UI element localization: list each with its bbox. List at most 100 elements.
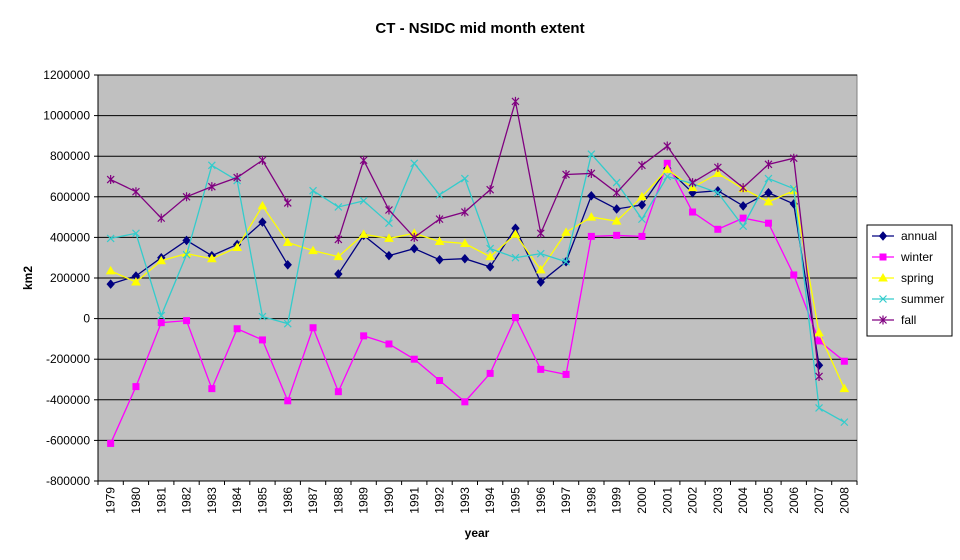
y-tick-label: 400000: [50, 230, 90, 244]
data-point-spring: [358, 229, 369, 238]
x-tick-label: 1993: [458, 487, 472, 514]
data-point-winter: [689, 208, 697, 216]
data-point-spring: [232, 242, 243, 252]
x-tick-label: 1998: [584, 487, 598, 514]
data-point-fall: [258, 155, 267, 165]
data-point-summer: [511, 253, 520, 262]
data-point-fall: [638, 160, 646, 170]
data-point-spring: [637, 191, 647, 201]
series-summer: [106, 150, 849, 427]
data-point-fall: [612, 188, 621, 198]
data-point-winter: [360, 332, 368, 340]
y-tick-label: 1000000: [43, 109, 90, 123]
series-line-fall: [110, 159, 289, 220]
x-tick-label: 2008: [837, 487, 851, 514]
data-point-winter: [511, 314, 519, 322]
data-point-spring: [839, 383, 850, 393]
x-tick-label: 1991: [407, 487, 421, 514]
x-tick-label: 1979: [104, 487, 118, 514]
y-tick-label: -800000: [46, 474, 90, 488]
x-tick-label: 1987: [306, 487, 320, 514]
data-point-winter: [461, 398, 469, 406]
x-tick-label: 1995: [508, 487, 522, 514]
plot-area: -800000 -600000 -400000 -200000 0 200000 40000…: [43, 68, 858, 514]
data-point-spring: [763, 196, 774, 206]
legend: annual winter spring summer fall: [866, 224, 953, 337]
x-tick-label: 2001: [660, 487, 674, 514]
data-point-winter: [309, 324, 317, 332]
data-point-winter: [638, 232, 646, 240]
data-point-annual: [485, 262, 495, 272]
data-point-summer: [486, 244, 495, 253]
legend-label-annual: annual: [901, 229, 937, 243]
x-tick-label: 1981: [154, 487, 168, 514]
y-tick-label: 200000: [50, 271, 90, 285]
data-point-winter: [385, 340, 393, 348]
data-point-fall: [486, 185, 495, 195]
data-point-spring: [156, 255, 167, 265]
data-point-fall: [688, 178, 697, 188]
data-point-summer: [435, 190, 444, 199]
data-point-winter: [613, 231, 621, 239]
data-point-summer: [182, 250, 191, 259]
data-point-winter: [436, 377, 444, 385]
data-point-spring: [586, 212, 597, 221]
x-tick-label: 1988: [331, 487, 345, 514]
data-point-annual: [764, 187, 773, 198]
x-tick-label: 1980: [129, 487, 143, 514]
data-point-winter: [157, 319, 165, 327]
x-tick-label: 1992: [433, 487, 447, 514]
data-point-spring: [333, 251, 344, 261]
data-point-summer: [815, 403, 823, 412]
data-point-fall: [536, 228, 545, 238]
data-point-fall: [460, 207, 469, 217]
data-point-fall: [106, 175, 115, 185]
data-point-summer: [713, 188, 722, 197]
data-point-spring: [384, 233, 394, 242]
data-point-spring: [282, 237, 293, 246]
data-point-fall: [334, 234, 343, 244]
data-point-summer: [739, 222, 748, 231]
series-spring: [105, 164, 850, 393]
data-point-summer: [663, 172, 672, 181]
data-point-winter: [132, 383, 140, 391]
data-point-annual: [587, 191, 596, 201]
x-tick-label: 1985: [255, 487, 269, 514]
chart-title: CT - NSIDC mid month extent: [375, 20, 584, 37]
data-point-fall: [157, 213, 166, 223]
data-point-annual: [612, 204, 621, 214]
x-tick-label: 1986: [281, 487, 295, 514]
x-tick-label: 2006: [787, 487, 801, 514]
y-tick-label: -600000: [46, 433, 90, 447]
data-point-annual: [384, 250, 394, 261]
data-point-spring: [131, 277, 141, 286]
data-point-summer: [789, 184, 798, 193]
data-point-fall: [283, 198, 292, 208]
data-point-winter: [840, 357, 848, 365]
data-point-fall: [233, 173, 242, 183]
legend-marker-fall: [879, 315, 887, 325]
y-tick-label: 0: [83, 312, 90, 326]
y-tick-label: 1200000: [43, 68, 90, 82]
data-point-winter: [107, 439, 115, 447]
data-point-summer: [840, 418, 849, 427]
data-point-summer: [612, 178, 621, 187]
data-point-annual: [182, 235, 191, 246]
series-line-fall: [337, 101, 820, 377]
data-point-spring: [510, 229, 521, 238]
data-point-annual: [435, 254, 444, 265]
data-point-annual: [637, 200, 647, 210]
series-winter: [107, 159, 848, 447]
legend-label-fall: fall: [901, 313, 916, 327]
data-point-annual: [738, 201, 748, 211]
legend-marker-spring: [878, 272, 888, 282]
data-point-spring: [712, 168, 723, 177]
data-point-winter: [486, 369, 494, 377]
data-point-fall: [410, 232, 419, 242]
y-tick-label: -200000: [46, 352, 90, 366]
data-point-annual: [460, 253, 470, 264]
legend-label-summer: summer: [901, 292, 944, 306]
data-point-summer: [258, 312, 267, 321]
data-point-summer: [157, 311, 166, 320]
y-tick-label: 600000: [50, 190, 90, 204]
